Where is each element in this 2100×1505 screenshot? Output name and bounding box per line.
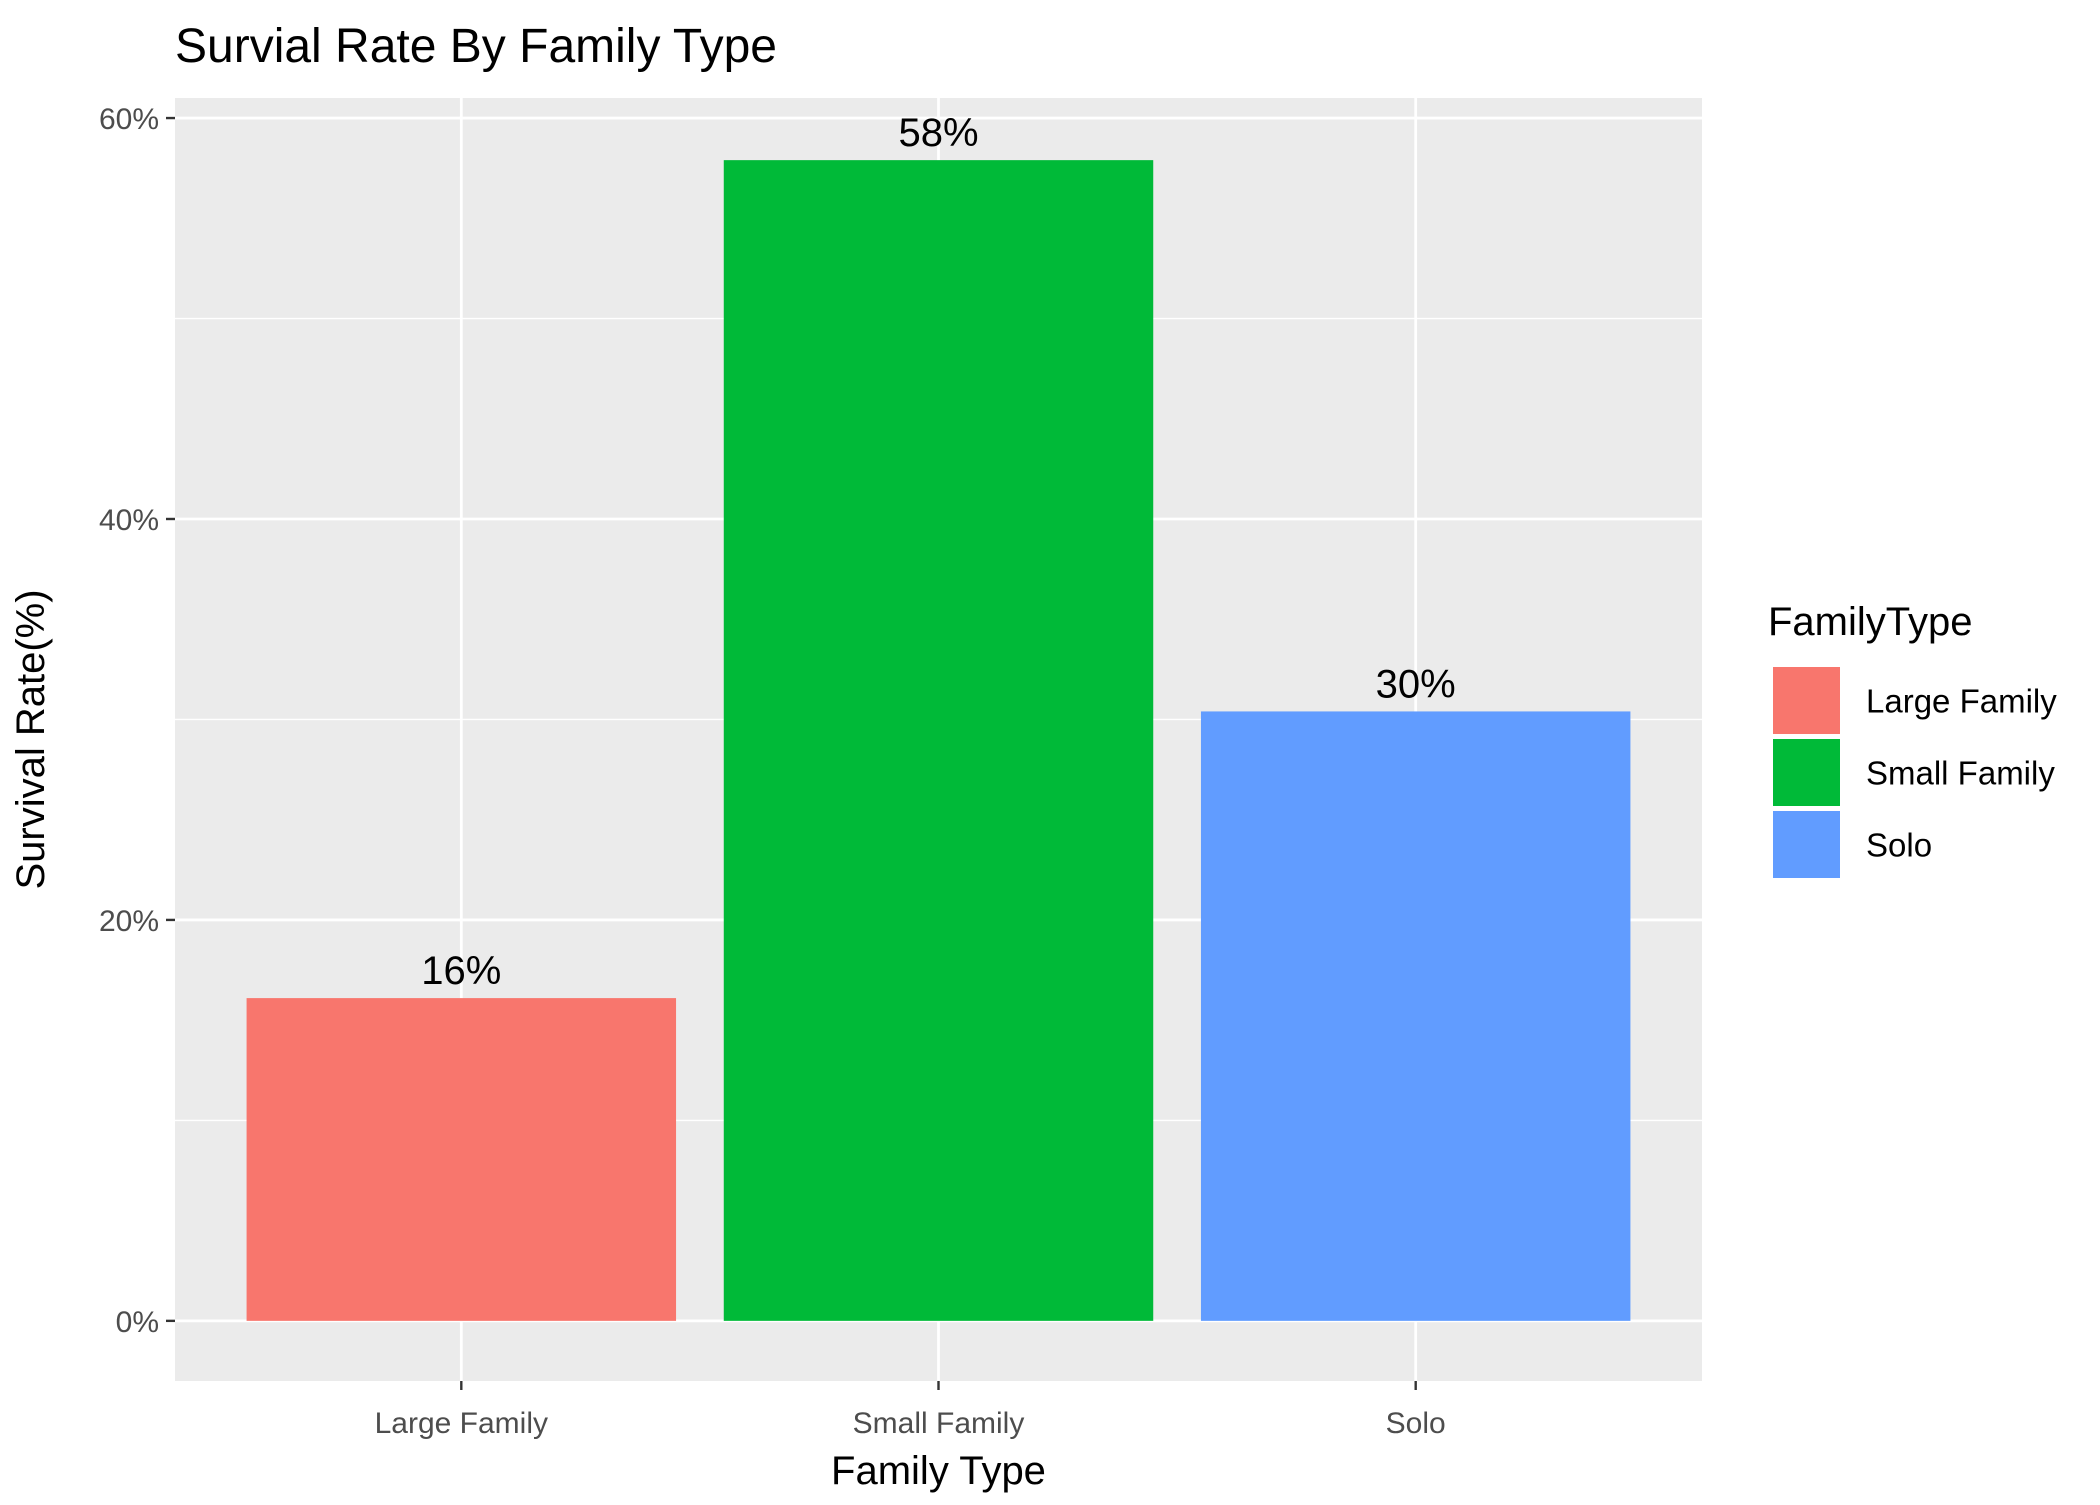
x-tick-label: Small Family	[853, 1407, 1025, 1440]
x-tick-label: Solo	[1386, 1407, 1446, 1440]
x-tick-label: Large Family	[375, 1407, 548, 1440]
y-tick-label: 40%	[99, 504, 159, 537]
legend-label: Large Family	[1866, 683, 2057, 720]
y-axis: 0% 20% 40% 60%	[99, 103, 175, 1339]
y-axis-title: Survival Rate(%)	[9, 589, 53, 889]
data-label: 30%	[1376, 662, 1456, 706]
data-labels: 16% 58% 30%	[421, 111, 1455, 993]
y-tick-label: 60%	[99, 103, 159, 136]
legend: FamilyType Large Family Small Family Solo	[1768, 600, 2057, 880]
legend-items: Large Family Small Family Solo	[1771, 665, 2057, 880]
x-axis: Large Family Small Family Solo	[375, 1381, 1446, 1440]
data-label: 58%	[898, 111, 978, 155]
legend-title: FamilyType	[1768, 600, 1973, 644]
x-axis-title: Family Type	[831, 1449, 1046, 1493]
data-label: 16%	[421, 949, 501, 993]
legend-key	[1771, 665, 1842, 736]
bar-small-family	[723, 160, 1154, 1321]
legend-label: Small Family	[1866, 755, 2055, 792]
legend-key	[1771, 809, 1842, 880]
legend-key	[1771, 737, 1842, 808]
chart-title: Survial Rate By Family Type	[175, 20, 777, 73]
bars	[246, 160, 1631, 1321]
bar-solo	[1200, 711, 1631, 1321]
bar-large-family	[246, 998, 677, 1321]
y-tick-label: 20%	[99, 905, 159, 938]
legend-label: Solo	[1866, 827, 1932, 864]
y-tick-label: 0%	[116, 1306, 159, 1339]
